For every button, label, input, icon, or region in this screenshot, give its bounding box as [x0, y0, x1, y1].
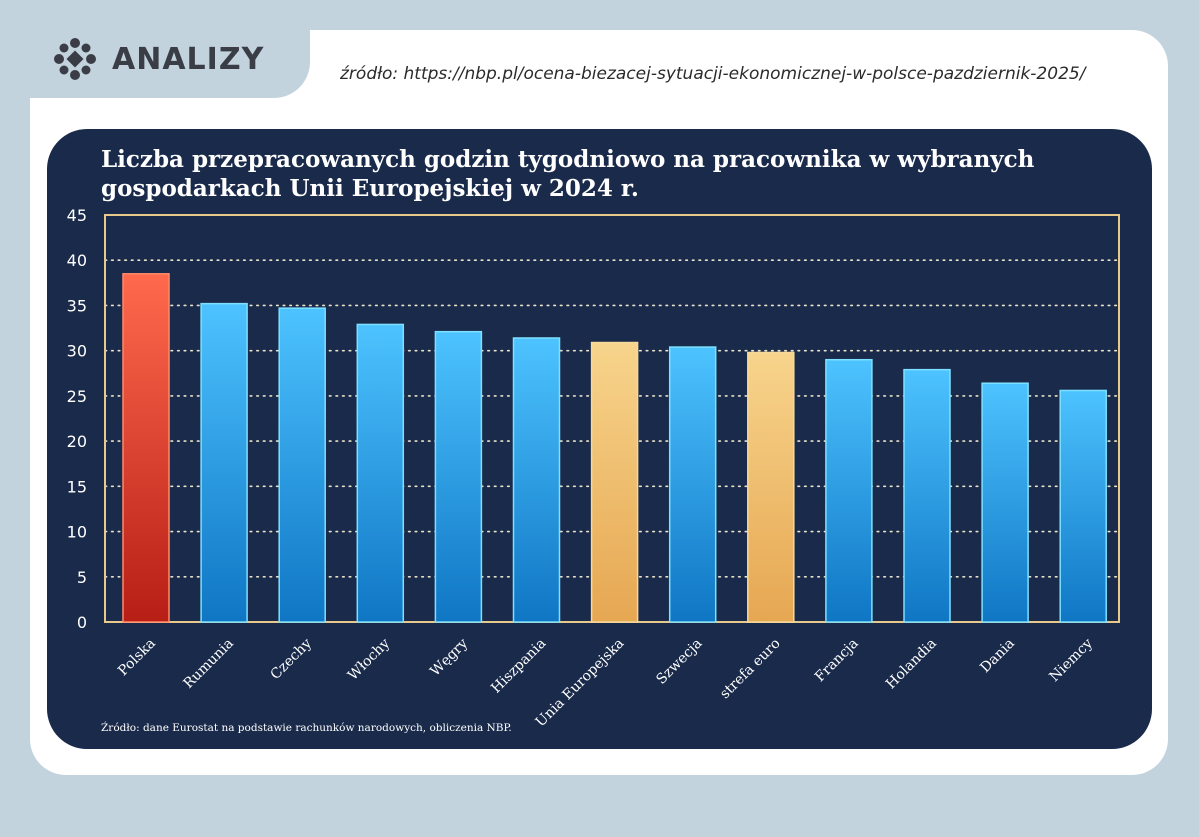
source-link[interactable]: źródło: https://nbp.pl/ocena-biezacej-sy…	[340, 64, 1086, 84]
y-tick-label: 20	[67, 432, 87, 451]
bar-unia-europejska	[590, 341, 639, 623]
bar-węgry	[434, 330, 483, 623]
bar-szwecja	[668, 346, 717, 623]
logo-text: ANALIZY	[112, 41, 265, 77]
bar-holandia	[903, 368, 951, 623]
y-tick-label: 30	[67, 342, 87, 361]
x-tick-label: Unia Europejska	[533, 636, 628, 731]
bar-czechy	[278, 307, 326, 623]
x-tick-label: Szwecja	[653, 636, 705, 688]
x-tick-label: Węgry	[427, 635, 471, 679]
x-tick-label: Polska	[115, 636, 159, 680]
x-tick-label: Niemcy	[1046, 635, 1096, 685]
analizy-logo-icon	[54, 38, 96, 80]
chart-footnote: Źródło: dane Eurostat na podstawie rachu…	[101, 722, 512, 734]
bar-francja	[825, 358, 873, 623]
chart-title-line-1: Liczba przepracowanych godzin tygodniowo…	[101, 146, 1035, 173]
x-tick-label: Holandia	[883, 636, 940, 693]
bar-dania	[981, 382, 1029, 623]
bar-polska	[122, 273, 170, 623]
x-tick-label: Dania	[977, 636, 1018, 677]
chart-title: Liczba przepracowanych godzin tygodniowo…	[101, 145, 1101, 203]
y-tick-label: 0	[77, 613, 87, 632]
y-tick-label: 35	[67, 296, 87, 315]
x-tick-label: strefa euro	[717, 636, 784, 703]
logo: ANALIZY	[52, 36, 264, 82]
bar-hiszpania	[512, 337, 561, 623]
bar-rumunia	[200, 302, 248, 623]
chart-title-line-2: gospodarkach Unii Europejskiej w 2024 r.	[101, 175, 639, 202]
y-tick-label: 5	[77, 568, 87, 587]
x-tick-label: Rumunia	[181, 636, 237, 692]
y-tick-label: 40	[67, 251, 87, 270]
bar-strefa-euro	[747, 351, 795, 623]
x-tick-label: Francja	[812, 636, 862, 686]
top-notch	[0, 0, 310, 98]
bar-włochy	[356, 323, 405, 623]
x-tick-label: Czechy	[268, 635, 316, 683]
chart-panel: Liczba przepracowanych godzin tygodniowo…	[47, 129, 1152, 749]
x-tick-label: Hiszpania	[488, 636, 549, 697]
bar-niemcy	[1059, 389, 1107, 623]
y-tick-label: 10	[67, 523, 87, 542]
bar-chart: 0 5 10 15 20 25 30 35 40 45 Polska Rumunia Czechy Wło…	[67, 206, 1120, 731]
y-tick-label: 25	[67, 387, 87, 406]
y-tick-label: 45	[67, 206, 87, 225]
y-tick-label: 15	[67, 477, 87, 496]
x-tick-label: Włochy	[345, 635, 393, 683]
